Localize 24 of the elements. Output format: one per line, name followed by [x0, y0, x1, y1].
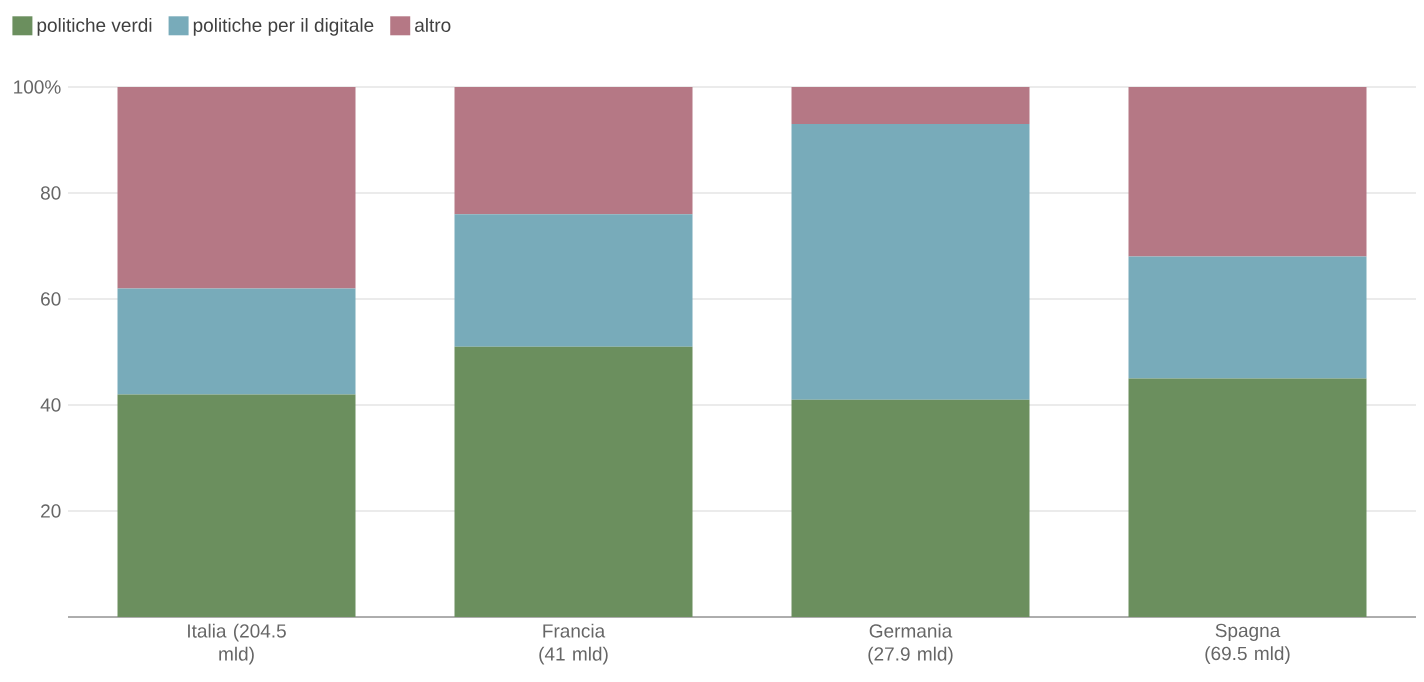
bar — [791, 87, 1030, 125]
bar — [1128, 256, 1367, 379]
x-tick-label: Italia (204.5 mld) — [188, 623, 286, 665]
legend-label: politiche per il digitale — [193, 17, 374, 36]
bar — [454, 346, 693, 617]
bar — [1128, 87, 1367, 257]
y-tick-label: 60 — [41, 292, 61, 306]
bar — [454, 87, 693, 215]
y-tick-label: 80 — [40, 186, 61, 200]
y-tick-label: 40 — [40, 398, 61, 412]
y-tick-label: 100% — [14, 80, 61, 94]
bar — [117, 288, 356, 395]
x-tick-label: Germania (27.9 mld) — [868, 623, 953, 665]
legend-label: politiche verdi — [37, 17, 152, 36]
bar — [454, 214, 693, 347]
y-tick-label: 20 — [41, 504, 61, 518]
legend-label: altro — [415, 17, 451, 32]
bar — [1128, 378, 1367, 617]
bar — [791, 399, 1030, 617]
bar — [791, 124, 1030, 400]
x-tick-label: Francia (41 mld) — [539, 623, 608, 665]
bar — [117, 87, 356, 289]
bar — [117, 394, 356, 617]
x-tick-label: Spagna (69.5 mld) — [1205, 623, 1290, 664]
